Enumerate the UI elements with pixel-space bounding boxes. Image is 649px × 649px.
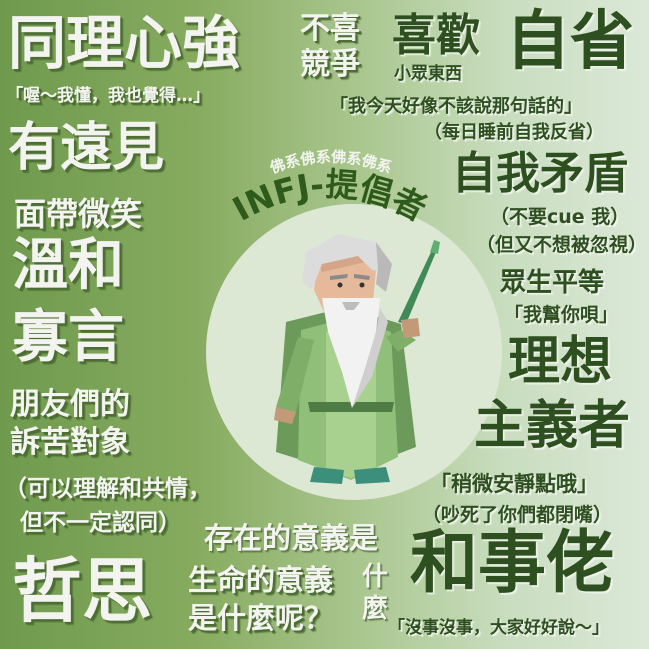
so-noisy: （吵死了你們都閉嘴） (422, 504, 613, 526)
empathy-strong: 同理心強 (8, 9, 241, 77)
peacemaker: 和事佬 (410, 524, 615, 603)
meaning-of-existence: 存在的意義是 (204, 521, 379, 555)
quote-i-understand: 「喔～我懂，我也覺得…」 (6, 86, 210, 106)
idealist-2: 主義者 (474, 396, 631, 456)
title-arc: 佛系佛系佛系佛系 INFJ-提倡者 (226, 148, 433, 229)
dont-ignore-me: （但又不想被忽視） (476, 234, 648, 256)
niche-things: 小眾東西 (394, 64, 462, 84)
likes: 喜歡 (392, 10, 480, 61)
quote-let-me-help: 「我幫你唄」 (504, 304, 619, 326)
self-contradiction: 自我矛盾 (452, 148, 628, 199)
dont-cue-me: （不要cue 我） (490, 206, 630, 228)
meaning-of-life-1: 生命的意義 (188, 563, 334, 597)
quote-its-ok: 「沒事沒事，大家好好說～」 (388, 618, 609, 638)
friends-listener-1: 朋友們的 (10, 387, 130, 422)
all-beings-equal: 眾生平等 (500, 268, 605, 298)
friends-listener-2: 訴苦對象 (10, 425, 130, 460)
self-reflection: 自省 (506, 5, 634, 79)
what-char-1: 什 (362, 562, 389, 592)
dislike-competition-1: 不喜 (300, 11, 360, 46)
quote-be-quiet: 「稍微安靜點哦」 (430, 472, 598, 496)
what-char-2: 麼 (362, 594, 389, 624)
wizard-illustration (274, 234, 440, 484)
philosophical: 哲思 (12, 550, 152, 632)
nightly-reflection: （每日睡前自我反省） (424, 122, 604, 143)
meaning-of-life-2: 是什麼呢？ (188, 601, 334, 635)
understand-empathize-2: 但不一定認同） (20, 510, 181, 536)
understand-empathize-1: （可以理解和共情， (4, 476, 211, 502)
dislike-competition-2: 競爭 (300, 47, 360, 82)
taciturn: 寡言 (12, 305, 124, 370)
quote-shouldnt-have-said: 「我今天好像不該說那句話的」 (330, 96, 582, 117)
idealist-1: 理想 (508, 332, 613, 392)
farsighted: 有遠見 (8, 118, 165, 178)
smiling-face: 面帶微笑 (14, 195, 143, 233)
gentle: 溫和 (12, 233, 124, 298)
